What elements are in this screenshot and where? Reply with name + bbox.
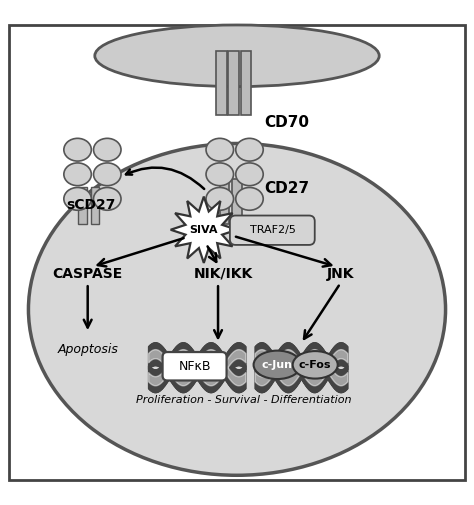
FancyBboxPatch shape [241, 51, 251, 115]
Text: c-Fos: c-Fos [299, 360, 331, 370]
Text: Apoptosis: Apoptosis [57, 342, 118, 356]
FancyBboxPatch shape [163, 352, 227, 380]
Ellipse shape [206, 163, 234, 186]
Ellipse shape [206, 187, 234, 210]
FancyBboxPatch shape [228, 51, 239, 115]
Text: c-Jun: c-Jun [262, 360, 293, 370]
Text: NIK/IKK: NIK/IKK [194, 267, 253, 281]
Ellipse shape [236, 187, 263, 210]
Text: Proliferation - Survival - Differentiation: Proliferation - Survival - Differentiati… [137, 395, 352, 406]
Ellipse shape [93, 187, 121, 210]
FancyBboxPatch shape [216, 51, 227, 115]
Ellipse shape [236, 163, 263, 186]
Ellipse shape [293, 351, 337, 379]
Text: sCD27: sCD27 [66, 198, 116, 212]
FancyBboxPatch shape [78, 187, 87, 224]
Ellipse shape [93, 163, 121, 186]
Text: CD27: CD27 [264, 181, 310, 196]
Ellipse shape [254, 350, 301, 379]
Text: CASPASE: CASPASE [53, 267, 123, 281]
Ellipse shape [64, 187, 91, 210]
Ellipse shape [64, 163, 91, 186]
Text: CD70: CD70 [264, 115, 310, 130]
Ellipse shape [93, 138, 121, 161]
Ellipse shape [28, 143, 446, 475]
Ellipse shape [64, 138, 91, 161]
FancyBboxPatch shape [232, 179, 242, 224]
Text: NFκB: NFκB [179, 360, 211, 373]
Ellipse shape [95, 25, 379, 86]
Ellipse shape [206, 138, 234, 161]
Ellipse shape [236, 138, 263, 161]
Polygon shape [171, 196, 237, 263]
FancyBboxPatch shape [230, 216, 315, 245]
FancyBboxPatch shape [220, 179, 229, 224]
FancyBboxPatch shape [91, 187, 99, 224]
Text: TRAF2/5: TRAF2/5 [250, 225, 295, 235]
FancyBboxPatch shape [9, 25, 465, 480]
Text: SIVA: SIVA [190, 225, 218, 235]
Text: JNK: JNK [327, 267, 354, 281]
